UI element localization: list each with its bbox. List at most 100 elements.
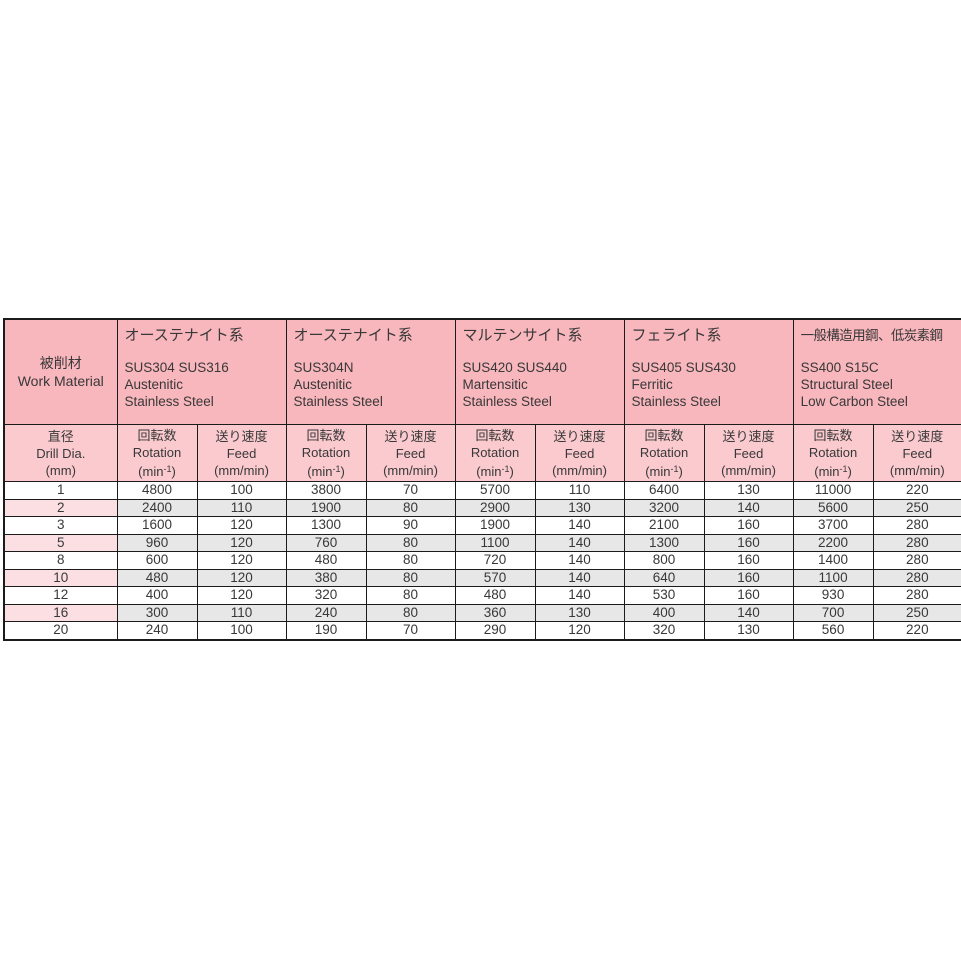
rotation-en: Rotation bbox=[639, 444, 689, 460]
table-row: 2 2400 110 1900 80 2900 130 3200 140 5600 250 bbox=[3, 498, 961, 517]
table-row: 20 240 100 190 70 290 120 320 130 560 220 bbox=[3, 621, 961, 640]
rotation-value-cell: 640 bbox=[623, 568, 705, 587]
feed-value-cell: 120 bbox=[196, 568, 287, 587]
feed-value-cell: 140 bbox=[534, 516, 625, 535]
rotation-value-cell: 240 bbox=[116, 621, 198, 640]
rotation-value-cell: 240 bbox=[285, 603, 367, 622]
feed-ja: 送り速度 bbox=[891, 428, 944, 444]
table-row: 10 480 120 380 80 570 140 640 160 1100 280 bbox=[3, 568, 961, 587]
material-name-en-line2: Stainless Steel bbox=[631, 394, 721, 409]
rotation-value-cell: 400 bbox=[623, 603, 705, 622]
feed-value-cell: 280 bbox=[872, 516, 961, 535]
rotation-header: 回転数 Rotation (min-1) bbox=[285, 424, 367, 482]
feed-value-cell: 140 bbox=[534, 551, 625, 570]
drill-dia-cell: 8 bbox=[3, 551, 118, 570]
rotation-value-cell: 300 bbox=[116, 603, 198, 622]
rotation-ja: 回転数 bbox=[137, 427, 177, 443]
feed-value-cell: 80 bbox=[365, 533, 456, 552]
feed-value-cell: 140 bbox=[534, 586, 625, 605]
material-grades: SUS304 SUS316 bbox=[124, 360, 229, 375]
feed-unit: (mm/min) bbox=[889, 462, 945, 478]
feed-value-cell: 250 bbox=[872, 603, 961, 622]
feed-value-cell: 280 bbox=[872, 586, 961, 605]
rotation-ja: 回転数 bbox=[475, 427, 515, 443]
rotation-value-cell: 1400 bbox=[792, 551, 874, 570]
rotation-value-cell: 530 bbox=[623, 586, 705, 605]
rotation-value-cell: 960 bbox=[116, 533, 198, 552]
column-header-row: 直径 Drill Dia. (mm) 回転数 Rotation (min-1) 送り速… bbox=[3, 424, 961, 482]
feed-value-cell: 100 bbox=[196, 481, 287, 500]
drill-dia-header: 直径 Drill Dia. (mm) bbox=[3, 424, 118, 482]
material-name-en-line1: Austenitic bbox=[293, 377, 353, 392]
rotation-unit: (min-1) bbox=[138, 463, 176, 479]
feed-value-cell: 280 bbox=[872, 533, 961, 552]
table-row: 8 600 120 480 80 720 140 800 160 1400 280 bbox=[3, 551, 961, 570]
rotation-value-cell: 380 bbox=[285, 568, 367, 587]
feed-value-cell: 80 bbox=[365, 586, 456, 605]
drill-dia-ja: 直径 bbox=[47, 428, 74, 444]
rotation-value-cell: 320 bbox=[623, 621, 705, 640]
feed-en: Feed bbox=[733, 445, 764, 461]
feed-value-cell: 80 bbox=[365, 498, 456, 517]
rotation-value-cell: 1900 bbox=[454, 516, 536, 535]
feed-value-cell: 140 bbox=[703, 603, 794, 622]
rotation-unit: (min-1) bbox=[645, 463, 683, 479]
rotation-value-cell: 3200 bbox=[623, 498, 705, 517]
rotation-value-cell: 190 bbox=[285, 621, 367, 640]
material-grades: SUS304N bbox=[293, 360, 354, 375]
feed-value-cell: 140 bbox=[534, 568, 625, 587]
feed-value-cell: 80 bbox=[365, 551, 456, 570]
rotation-value-cell: 1900 bbox=[285, 498, 367, 517]
material-header: 一般構造用鋼、低炭素鋼 SS400 S15C Structural Steel Low… bbox=[792, 318, 961, 425]
feed-en: Feed bbox=[395, 445, 426, 461]
drill-dia-unit: (mm) bbox=[45, 462, 76, 478]
table-row: 12 400 120 320 80 480 140 530 160 930 280 bbox=[3, 586, 961, 605]
work-material-ja: 被削材 bbox=[39, 355, 82, 371]
rotation-header: 回転数 Rotation (min-1) bbox=[454, 424, 536, 482]
feed-value-cell: 220 bbox=[872, 481, 961, 500]
rotation-value-cell: 290 bbox=[454, 621, 536, 640]
feed-unit: (mm/min) bbox=[383, 462, 438, 478]
rotation-value-cell: 1300 bbox=[285, 516, 367, 535]
rotation-unit: (min-1) bbox=[814, 463, 852, 479]
rotation-value-cell: 5700 bbox=[454, 481, 536, 500]
feed-value-cell: 120 bbox=[196, 551, 287, 570]
rotation-value-cell: 320 bbox=[285, 586, 367, 605]
rotation-value-cell: 2900 bbox=[454, 498, 536, 517]
rotation-header: 回転数 Rotation (min-1) bbox=[116, 424, 198, 482]
feed-value-cell: 160 bbox=[703, 568, 794, 587]
rotation-header: 回転数 Rotation (min-1) bbox=[792, 424, 874, 482]
feed-header: 送り速度 Feed (mm/min) bbox=[872, 424, 961, 482]
material-header: オーステナイト系 SUS304 SUS316 Austenitic Stainless… bbox=[116, 318, 287, 425]
material-name-en-line1: Structural Steel bbox=[800, 377, 893, 392]
feed-value-cell: 110 bbox=[534, 481, 625, 500]
rotation-value-cell: 2400 bbox=[116, 498, 198, 517]
material-name-en-line2: Stainless Steel bbox=[293, 394, 383, 409]
feed-value-cell: 100 bbox=[196, 621, 287, 640]
feed-unit: (mm/min) bbox=[721, 462, 776, 478]
rotation-ja: 回転数 bbox=[813, 427, 853, 443]
rotation-header: 回転数 Rotation (min-1) bbox=[623, 424, 705, 482]
feed-ja: 送り速度 bbox=[215, 428, 268, 444]
drill-dia-cell: 12 bbox=[3, 586, 118, 605]
feed-value-cell: 160 bbox=[703, 551, 794, 570]
drill-dia-cell: 3 bbox=[3, 516, 118, 535]
rotation-value-cell: 480 bbox=[454, 586, 536, 605]
rotation-value-cell: 11000 bbox=[792, 481, 874, 500]
rotation-value-cell: 360 bbox=[454, 603, 536, 622]
material-name-ja: オーステナイト系 bbox=[124, 327, 244, 344]
rotation-value-cell: 600 bbox=[116, 551, 198, 570]
drill-dia-cell: 16 bbox=[3, 603, 118, 622]
rotation-value-cell: 1100 bbox=[792, 568, 874, 587]
drill-dia-cell: 20 bbox=[3, 621, 118, 640]
rotation-value-cell: 1100 bbox=[454, 533, 536, 552]
material-name-ja: フェライト系 bbox=[631, 327, 722, 344]
material-name-en-line1: Ferritic bbox=[631, 377, 673, 392]
feed-value-cell: 130 bbox=[703, 481, 794, 500]
feed-unit: (mm/min) bbox=[214, 462, 269, 478]
feed-unit: (mm/min) bbox=[552, 462, 607, 478]
rotation-value-cell: 480 bbox=[116, 568, 198, 587]
drill-dia-cell: 1 bbox=[3, 481, 118, 500]
rotation-value-cell: 700 bbox=[792, 603, 874, 622]
